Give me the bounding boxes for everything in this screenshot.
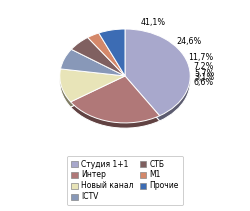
Text: 41,1%: 41,1% [140,18,166,27]
Wedge shape [125,29,190,116]
Wedge shape [88,33,125,76]
Wedge shape [99,29,125,76]
Wedge shape [71,43,125,81]
Wedge shape [88,38,125,81]
Text: 7,2%: 7,2% [194,62,214,72]
Wedge shape [60,49,125,76]
Wedge shape [60,54,125,81]
Text: 24,6%: 24,6% [176,37,202,46]
Wedge shape [70,76,160,123]
Wedge shape [60,74,125,107]
Text: 5,7%: 5,7% [194,69,215,78]
Wedge shape [99,34,125,81]
Text: 3,1%: 3,1% [194,73,214,82]
Wedge shape [71,38,125,76]
Text: 6,6%: 6,6% [194,78,214,87]
Legend: Студия 1+1, Интер, Новый канал, ICTV, СТБ, М1, Прочие: Студия 1+1, Интер, Новый канал, ICTV, СТ… [67,156,183,205]
Text: 11,7%: 11,7% [188,53,213,62]
Wedge shape [125,34,190,121]
Wedge shape [70,81,160,128]
Wedge shape [60,69,125,102]
